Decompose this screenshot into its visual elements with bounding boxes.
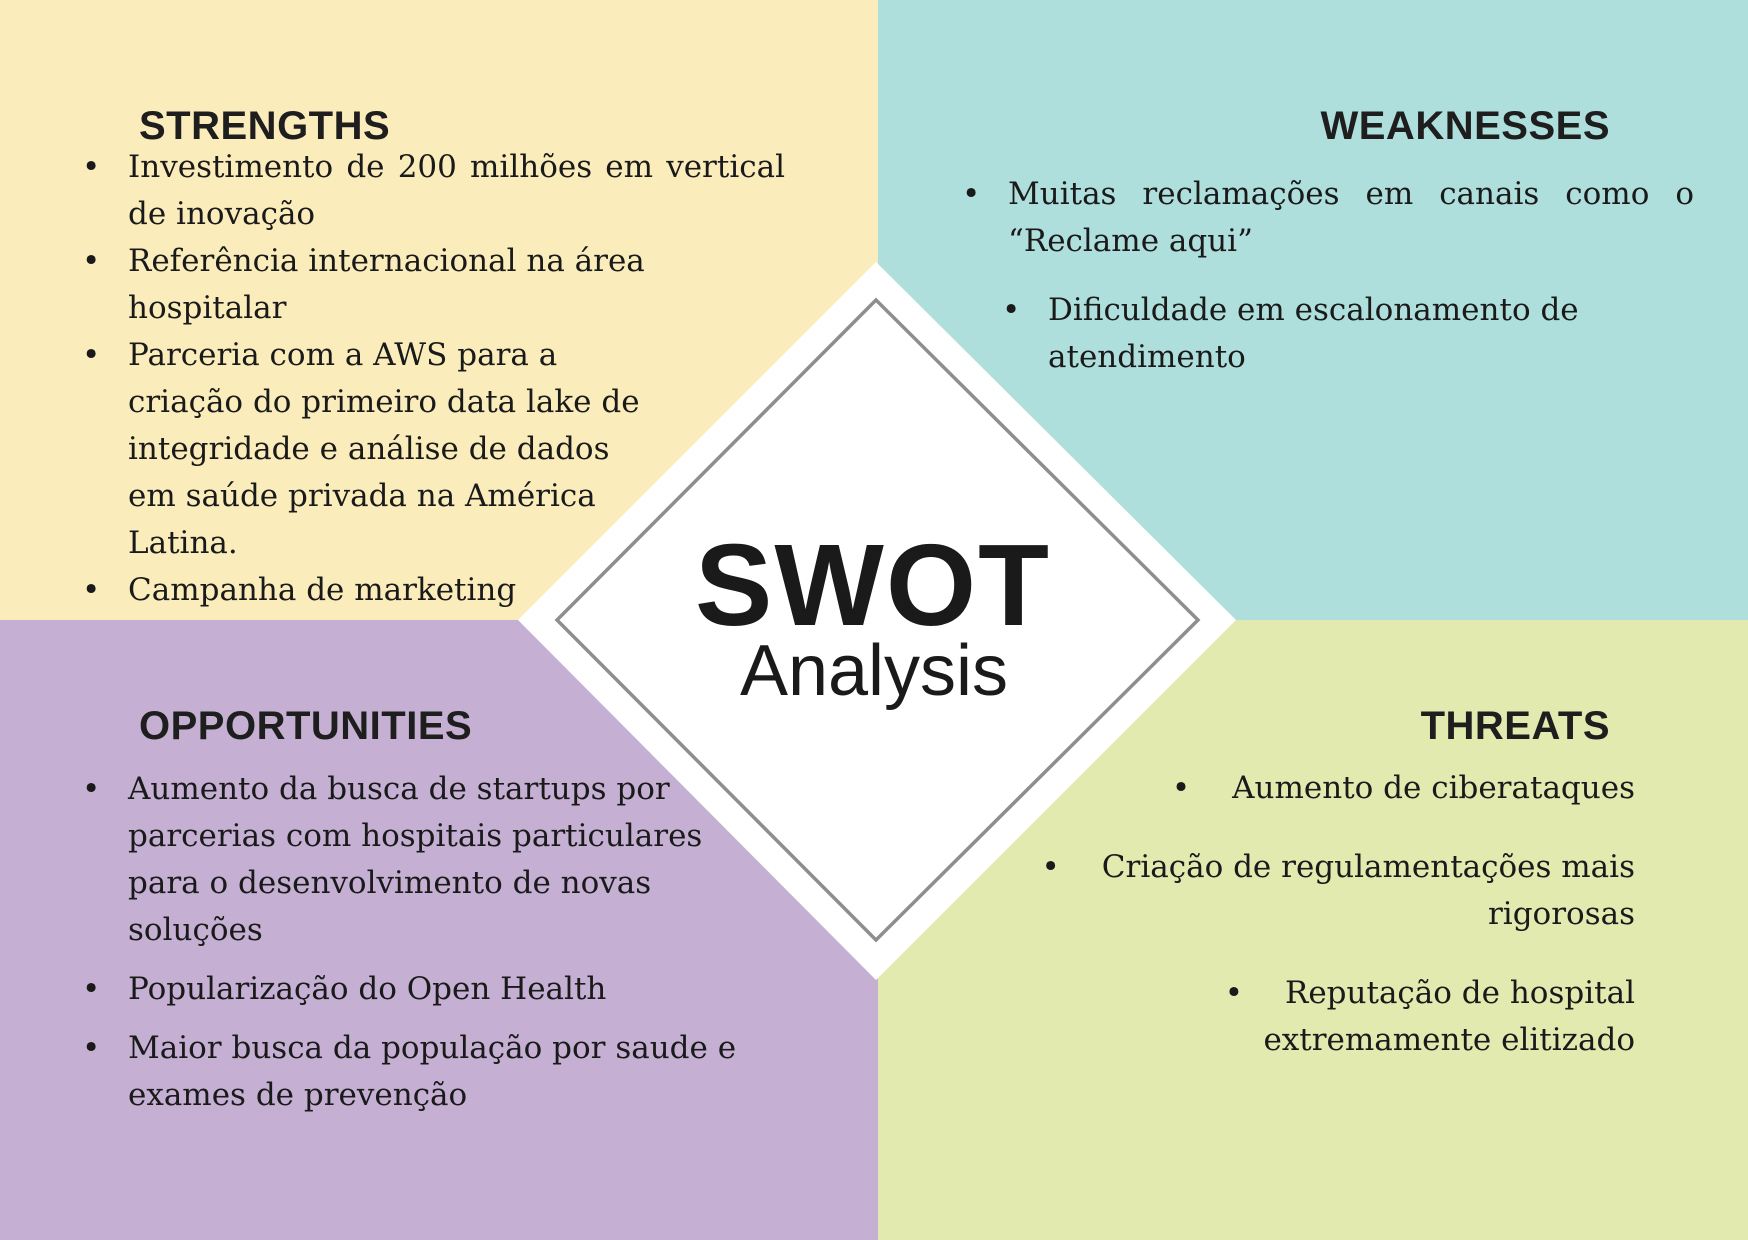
swot-subtitle: Analysis <box>739 631 1009 711</box>
swot-title: SWOT <box>695 520 1051 650</box>
list-item: Aumento de ciberataques <box>995 765 1635 812</box>
opportunities-heading: OPPORTUNITIES <box>139 704 473 748</box>
list-item: Popularização do Open Health <box>82 966 768 1013</box>
opportunities-list: Aumento da busca de startups por parceri… <box>82 766 768 1131</box>
list-item: Campanha de marketing <box>82 567 785 614</box>
weaknesses-list: Muitas reclamações em canais como o “Rec… <box>962 171 1694 381</box>
list-item: Maior busca da população por saude e exa… <box>82 1025 768 1119</box>
list-item: Reputação de hospital extremamente eliti… <box>995 970 1635 1064</box>
list-item: Aumento da busca de startups por parceri… <box>82 766 768 954</box>
list-item: Investimento de 200 milhões em vertical … <box>82 144 785 238</box>
list-item: Criação de regulamentações mais rigorosa… <box>995 844 1635 938</box>
threats-list: Aumento de ciberataques Criação de regul… <box>995 765 1635 1096</box>
list-item: Referência internacional na área hospita… <box>82 238 688 332</box>
strengths-heading: STRENGTHS <box>139 104 391 148</box>
threats-heading: THREATS <box>1420 704 1610 748</box>
list-item: Parceria com a AWS para a criação do pri… <box>82 332 648 567</box>
weaknesses-heading: WEAKNESSES <box>1320 104 1610 148</box>
strengths-list: Investimento de 200 milhões em vertical … <box>82 144 785 614</box>
list-item: Muitas reclamações em canais como o “Rec… <box>962 171 1694 265</box>
list-item: Dificuldade em escalonamento de atendime… <box>1002 287 1648 381</box>
